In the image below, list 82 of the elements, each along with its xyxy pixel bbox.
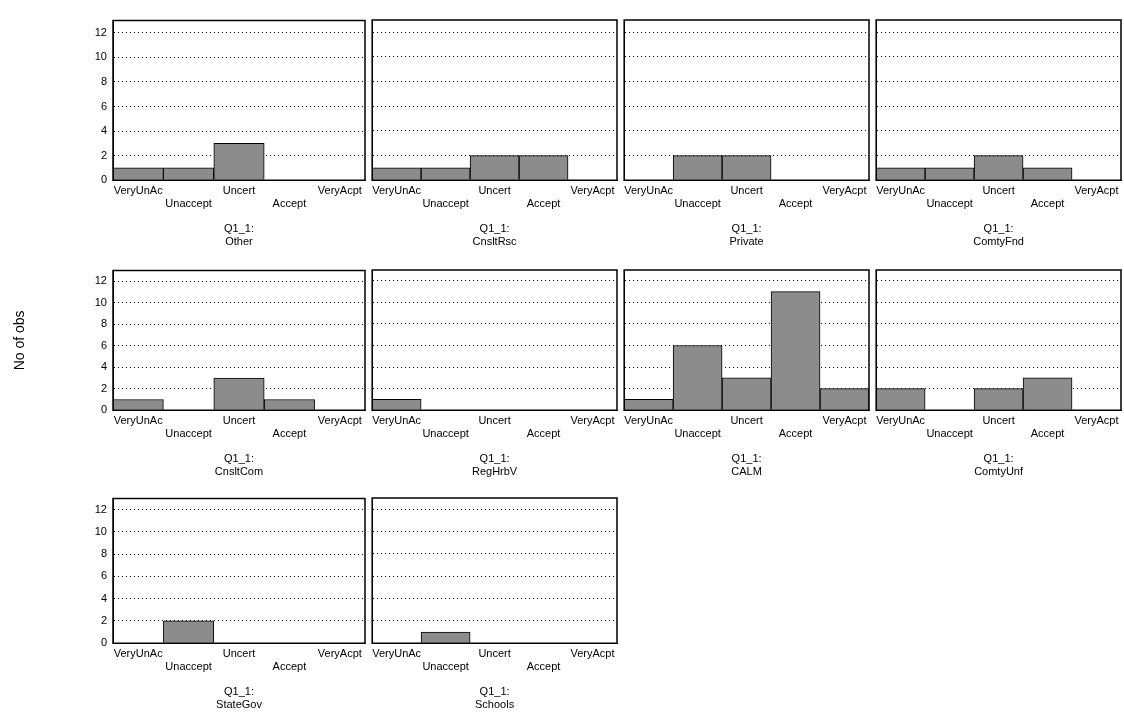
x-axis-title: Q1_1: Private (729, 222, 764, 248)
x-tick-label: Unaccept (926, 197, 973, 210)
x-tick-label: Accept (778, 427, 813, 440)
x-tick-label: Uncert (730, 413, 763, 426)
y-tick-label: 2 (100, 148, 107, 161)
x-tick-label: Uncert (982, 413, 1015, 426)
y-tick-label: 12 (94, 274, 107, 287)
y-tick-label: 10 (94, 50, 107, 63)
x-tick-label: Uncert (222, 183, 256, 196)
x-tick-label: VeryAcpt (1074, 183, 1119, 196)
x-tick-label: Unaccept (422, 660, 469, 673)
y-tick-label: 8 (100, 317, 107, 330)
x-tick-label: VeryUnAc (624, 413, 674, 426)
x-tick-label: VeryAcpt (317, 646, 362, 659)
x-tick-label: Unaccept (165, 427, 212, 440)
x-axis-title: Q1_1: ComtyUnf (974, 452, 1024, 478)
x-tick-label: VeryAcpt (317, 183, 362, 196)
y-tick-label: 10 (94, 295, 107, 308)
x-tick-label: Accept (526, 197, 561, 210)
x-tick-label: VeryUnAc (372, 646, 422, 659)
x-tick-label: VeryUnAc (372, 413, 422, 426)
y-tick-label: 4 (100, 124, 107, 137)
x-tick-label: Accept (778, 197, 813, 210)
x-tick-label: VeryAcpt (822, 413, 867, 426)
y-tick-label: 8 (100, 547, 107, 560)
x-tick-label: VeryAcpt (317, 413, 362, 426)
x-axis-title: Q1_1: CALM (731, 452, 762, 478)
x-tick-label: VeryAcpt (570, 646, 615, 659)
x-tick-label: Unaccept (674, 427, 721, 440)
x-tick-label: Accept (526, 660, 561, 673)
x-tick-label: VeryUnAc (624, 183, 674, 196)
x-tick-label: Uncert (478, 646, 511, 659)
x-tick-label: Accept (526, 427, 561, 440)
x-tick-label: Unaccept (422, 427, 469, 440)
y-axis-title: No of obs (11, 310, 28, 371)
x-tick-label: Unaccept (674, 197, 721, 210)
x-tick-label: Unaccept (165, 197, 212, 210)
x-tick-label: VeryUnAc (113, 646, 164, 659)
x-tick-label: Uncert (478, 183, 511, 196)
y-tick-label: 8 (100, 75, 107, 88)
x-tick-label: VeryAcpt (822, 183, 867, 196)
y-tick-label: 6 (100, 338, 107, 351)
x-tick-label: Accept (272, 197, 307, 210)
x-axis-title: Q1_1: ComtyFnd (973, 222, 1024, 248)
x-tick-label: VeryUnAc (372, 183, 422, 196)
x-tick-label: Unaccept (926, 427, 973, 440)
x-tick-label: Accept (1030, 427, 1065, 440)
y-tick-label: 6 (100, 569, 107, 582)
x-axis-title: Q1_1: StateGov (216, 685, 263, 711)
x-axis-title: Q1_1: CnsltRsc (472, 222, 518, 248)
y-tick-label: 0 (100, 636, 107, 649)
x-tick-label: Uncert (222, 646, 256, 659)
x-tick-label: Uncert (730, 183, 763, 196)
x-tick-label: Accept (1030, 197, 1065, 210)
y-tick-label: 12 (94, 502, 107, 515)
y-tick-label: 0 (100, 173, 107, 186)
x-tick-label: Uncert (982, 183, 1015, 196)
x-tick-label: VeryUnAc (876, 183, 926, 196)
y-tick-label: 10 (94, 525, 107, 537)
y-tick-label: 4 (100, 360, 107, 373)
x-tick-label: VeryAcpt (1074, 413, 1119, 426)
x-axis-title: Q1_1: RegHrbV (471, 452, 518, 478)
x-tick-label: Accept (272, 660, 307, 673)
x-axis-title: Q1_1: Schools (475, 685, 515, 711)
x-tick-label: Accept (272, 427, 307, 440)
y-tick-label: 12 (94, 25, 107, 38)
x-tick-label: VeryAcpt (570, 413, 615, 426)
y-tick-label: 0 (100, 403, 107, 416)
y-tick-label: 6 (100, 99, 107, 112)
x-tick-label: Unaccept (165, 660, 212, 673)
x-axis-title: Q1_1: Other (224, 222, 254, 248)
x-tick-label: VeryUnAc (113, 413, 164, 426)
y-tick-label: 2 (100, 381, 107, 394)
x-tick-label: VeryUnAc (876, 413, 926, 426)
x-tick-label: VeryUnAc (113, 183, 164, 196)
x-tick-label: Unaccept (422, 197, 469, 210)
x-tick-label: Uncert (478, 413, 511, 426)
x-tick-label: Uncert (222, 413, 256, 426)
x-tick-label: VeryAcpt (570, 183, 615, 196)
x-axis-title: Q1_1: CnsltCom (214, 452, 264, 478)
y-tick-label: 2 (100, 613, 107, 626)
y-tick-label: 4 (100, 591, 107, 604)
